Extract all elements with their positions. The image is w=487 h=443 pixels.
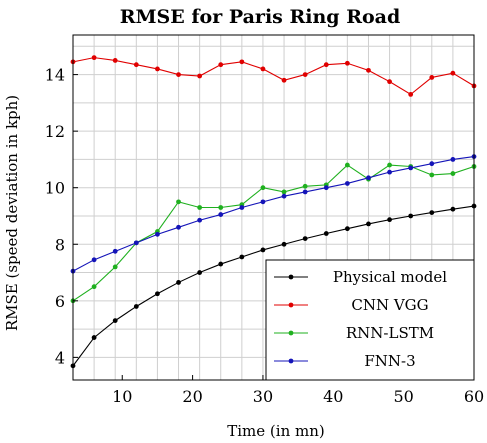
legend-marker-rnn-lstm xyxy=(288,330,294,336)
data-point-fnn-3 xyxy=(197,217,203,223)
data-point-cnn-vgg xyxy=(91,55,97,61)
data-point-rnn-lstm xyxy=(344,162,350,168)
data-point-fnn-3 xyxy=(239,205,245,210)
data-point-physical-model xyxy=(387,217,392,223)
data-point-cnn-vgg xyxy=(239,59,245,65)
chart-title: RMSE for Paris Ring Road xyxy=(120,6,401,28)
x-tick-label: 60 xyxy=(464,387,484,406)
legend-marker-cnn-vgg xyxy=(288,302,294,308)
legend-marker-fnn-3 xyxy=(288,358,294,364)
x-tick-label: 50 xyxy=(393,387,413,406)
data-point-cnn-vgg xyxy=(260,66,266,72)
data-point-rnn-lstm xyxy=(197,205,203,210)
data-point-fnn-3 xyxy=(387,169,392,175)
data-point-cnn-vgg xyxy=(155,66,160,72)
y-tick-label: 6 xyxy=(55,292,65,311)
y-tick-label: 4 xyxy=(55,348,65,367)
data-point-physical-model xyxy=(260,247,266,253)
data-point-fnn-3 xyxy=(218,212,224,217)
axis-ticks: 10 20 30 40 50 60 4 6 8 10 12 14 xyxy=(45,66,485,406)
data-point-cnn-vgg xyxy=(112,58,118,63)
data-point-fnn-3 xyxy=(429,161,435,167)
data-point-physical-model xyxy=(112,318,118,324)
data-point-cnn-vgg xyxy=(429,75,435,80)
data-point-physical-model xyxy=(344,226,350,232)
data-point-physical-model xyxy=(176,280,181,285)
data-point-fnn-3 xyxy=(408,165,414,171)
data-point-physical-model xyxy=(91,335,97,340)
data-point-physical-model xyxy=(366,221,371,227)
x-axis-label: Time (in mn) xyxy=(227,422,325,440)
x-tick-label: 20 xyxy=(182,387,202,406)
data-point-fnn-3 xyxy=(91,257,97,263)
data-point-physical-model xyxy=(239,254,245,260)
legend-label-cnn-vgg: CNN VGG xyxy=(351,296,428,314)
data-point-physical-model xyxy=(155,291,160,297)
x-tick-label: 10 xyxy=(112,387,132,406)
data-point-cnn-vgg xyxy=(323,62,329,68)
data-point-physical-model xyxy=(197,270,203,275)
data-point-cnn-vgg xyxy=(281,77,287,83)
data-point-fnn-3 xyxy=(302,189,308,195)
data-point-fnn-3 xyxy=(450,157,456,162)
data-point-physical-model xyxy=(302,236,308,242)
data-point-physical-model xyxy=(133,304,139,309)
data-point-fnn-3 xyxy=(112,248,118,254)
data-point-cnn-vgg xyxy=(450,70,456,76)
data-point-cnn-vgg xyxy=(408,91,414,97)
data-point-physical-model xyxy=(408,213,414,219)
data-point-physical-model xyxy=(429,210,435,215)
legend-label-fnn-3: FNN-3 xyxy=(364,352,415,370)
data-point-rnn-lstm xyxy=(450,171,456,176)
data-point-rnn-lstm xyxy=(302,183,308,189)
data-point-physical-model xyxy=(281,241,287,247)
legend: Physical model CNN VGG RNN-LSTM FNN-3 xyxy=(265,259,475,381)
data-point-fnn-3 xyxy=(366,175,371,181)
legend-box xyxy=(265,259,475,381)
y-tick-label: 8 xyxy=(55,235,65,254)
data-point-rnn-lstm xyxy=(218,205,224,210)
data-point-cnn-vgg xyxy=(344,60,350,66)
data-point-physical-model xyxy=(218,261,224,267)
series-line-cnn-vgg xyxy=(72,57,475,96)
series-line-fnn-3 xyxy=(72,156,475,272)
data-point-fnn-3 xyxy=(323,185,329,191)
data-point-cnn-vgg xyxy=(302,72,308,77)
x-tick-label: 40 xyxy=(323,387,343,406)
legend-label-physical-model: Physical model xyxy=(333,268,447,286)
data-point-rnn-lstm xyxy=(176,199,181,205)
data-point-fnn-3 xyxy=(260,199,266,205)
x-tick-label: 30 xyxy=(253,387,273,406)
data-point-cnn-vgg xyxy=(133,62,139,68)
data-point-rnn-lstm xyxy=(387,162,392,168)
y-tick-label: 10 xyxy=(45,179,65,198)
data-point-rnn-lstm xyxy=(112,264,118,270)
data-point-fnn-3 xyxy=(133,240,139,246)
data-point-rnn-lstm xyxy=(281,189,287,195)
data-point-rnn-lstm xyxy=(91,284,97,290)
data-point-fnn-3 xyxy=(155,231,160,237)
y-axis-label: RMSE (speed deviation in kph) xyxy=(3,95,21,331)
data-point-fnn-3 xyxy=(176,224,181,230)
data-point-cnn-vgg xyxy=(218,62,224,68)
legend-label-rnn-lstm: RNN-LSTM xyxy=(346,324,434,342)
data-point-rnn-lstm xyxy=(429,172,435,178)
data-point-cnn-vgg xyxy=(197,73,203,79)
data-point-cnn-vgg xyxy=(366,67,371,73)
data-point-physical-model xyxy=(450,206,456,212)
data-point-rnn-lstm xyxy=(260,185,266,191)
data-point-fnn-3 xyxy=(281,193,287,199)
data-point-cnn-vgg xyxy=(176,72,181,77)
y-tick-label: 12 xyxy=(45,122,65,141)
series-group xyxy=(70,55,477,369)
y-tick-label: 14 xyxy=(45,66,65,85)
data-point-cnn-vgg xyxy=(387,79,392,85)
data-point-fnn-3 xyxy=(344,181,350,186)
series-line-physical-model xyxy=(72,205,475,367)
data-point-physical-model xyxy=(323,231,329,236)
legend-marker-physical-model xyxy=(288,274,294,280)
